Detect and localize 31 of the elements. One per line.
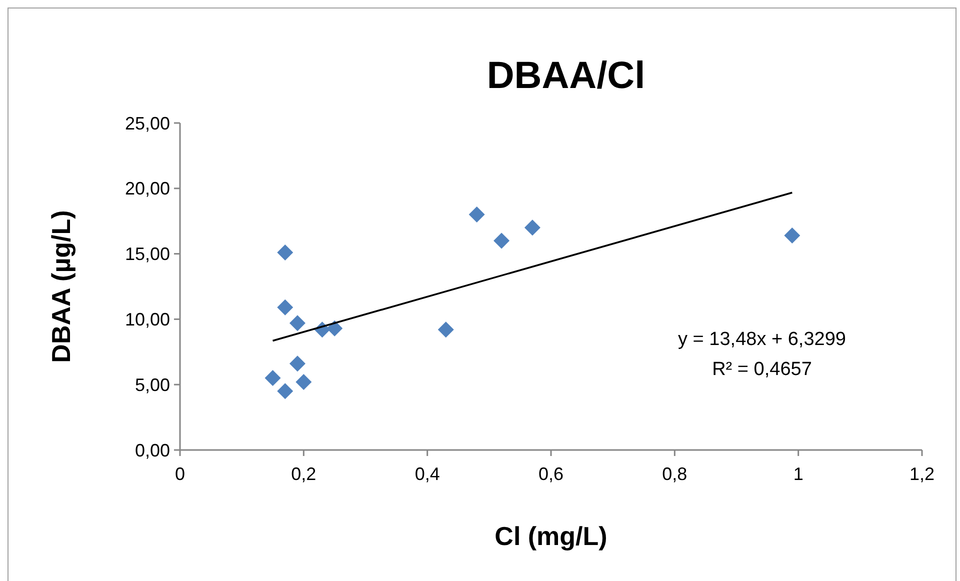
annotation: R² = 0,4657 — [712, 359, 812, 380]
x-axis-title: Cl (mg/L) — [494, 521, 608, 551]
x-tick-label: 0 — [174, 464, 186, 484]
point — [784, 227, 800, 244]
point — [326, 320, 343, 336]
x-tick-label: 0,6 — [538, 464, 564, 484]
annotation: y = 13,48x + 6,3299 — [678, 329, 846, 350]
point — [264, 370, 281, 386]
x-tick-label: 1,2 — [909, 464, 935, 484]
point — [289, 356, 306, 372]
point — [277, 383, 294, 400]
point — [277, 244, 294, 260]
point — [289, 315, 306, 332]
y-tick-label: 25,00 — [124, 113, 170, 134]
point — [524, 220, 540, 236]
y-tick-label: 0,00 — [134, 440, 170, 460]
y-tick-label: 15,00 — [124, 244, 170, 264]
point — [468, 206, 485, 223]
y-axis-title: DBAA (µg/L) — [46, 210, 76, 363]
x-tick-label: 0,2 — [291, 464, 316, 484]
x-tick-label: 1 — [793, 464, 804, 484]
x-tick-label: 0,8 — [662, 464, 688, 484]
y-tick-label: 5,00 — [134, 374, 170, 395]
chart-title: DBAA/Cl — [486, 55, 646, 97]
point — [277, 299, 294, 316]
point — [494, 232, 510, 249]
x-tick-label: 0,4 — [414, 464, 440, 484]
y-tick-label: 10,00 — [124, 310, 170, 330]
y-tick-label: 20,00 — [124, 178, 170, 199]
point — [438, 322, 454, 338]
point — [296, 374, 312, 390]
